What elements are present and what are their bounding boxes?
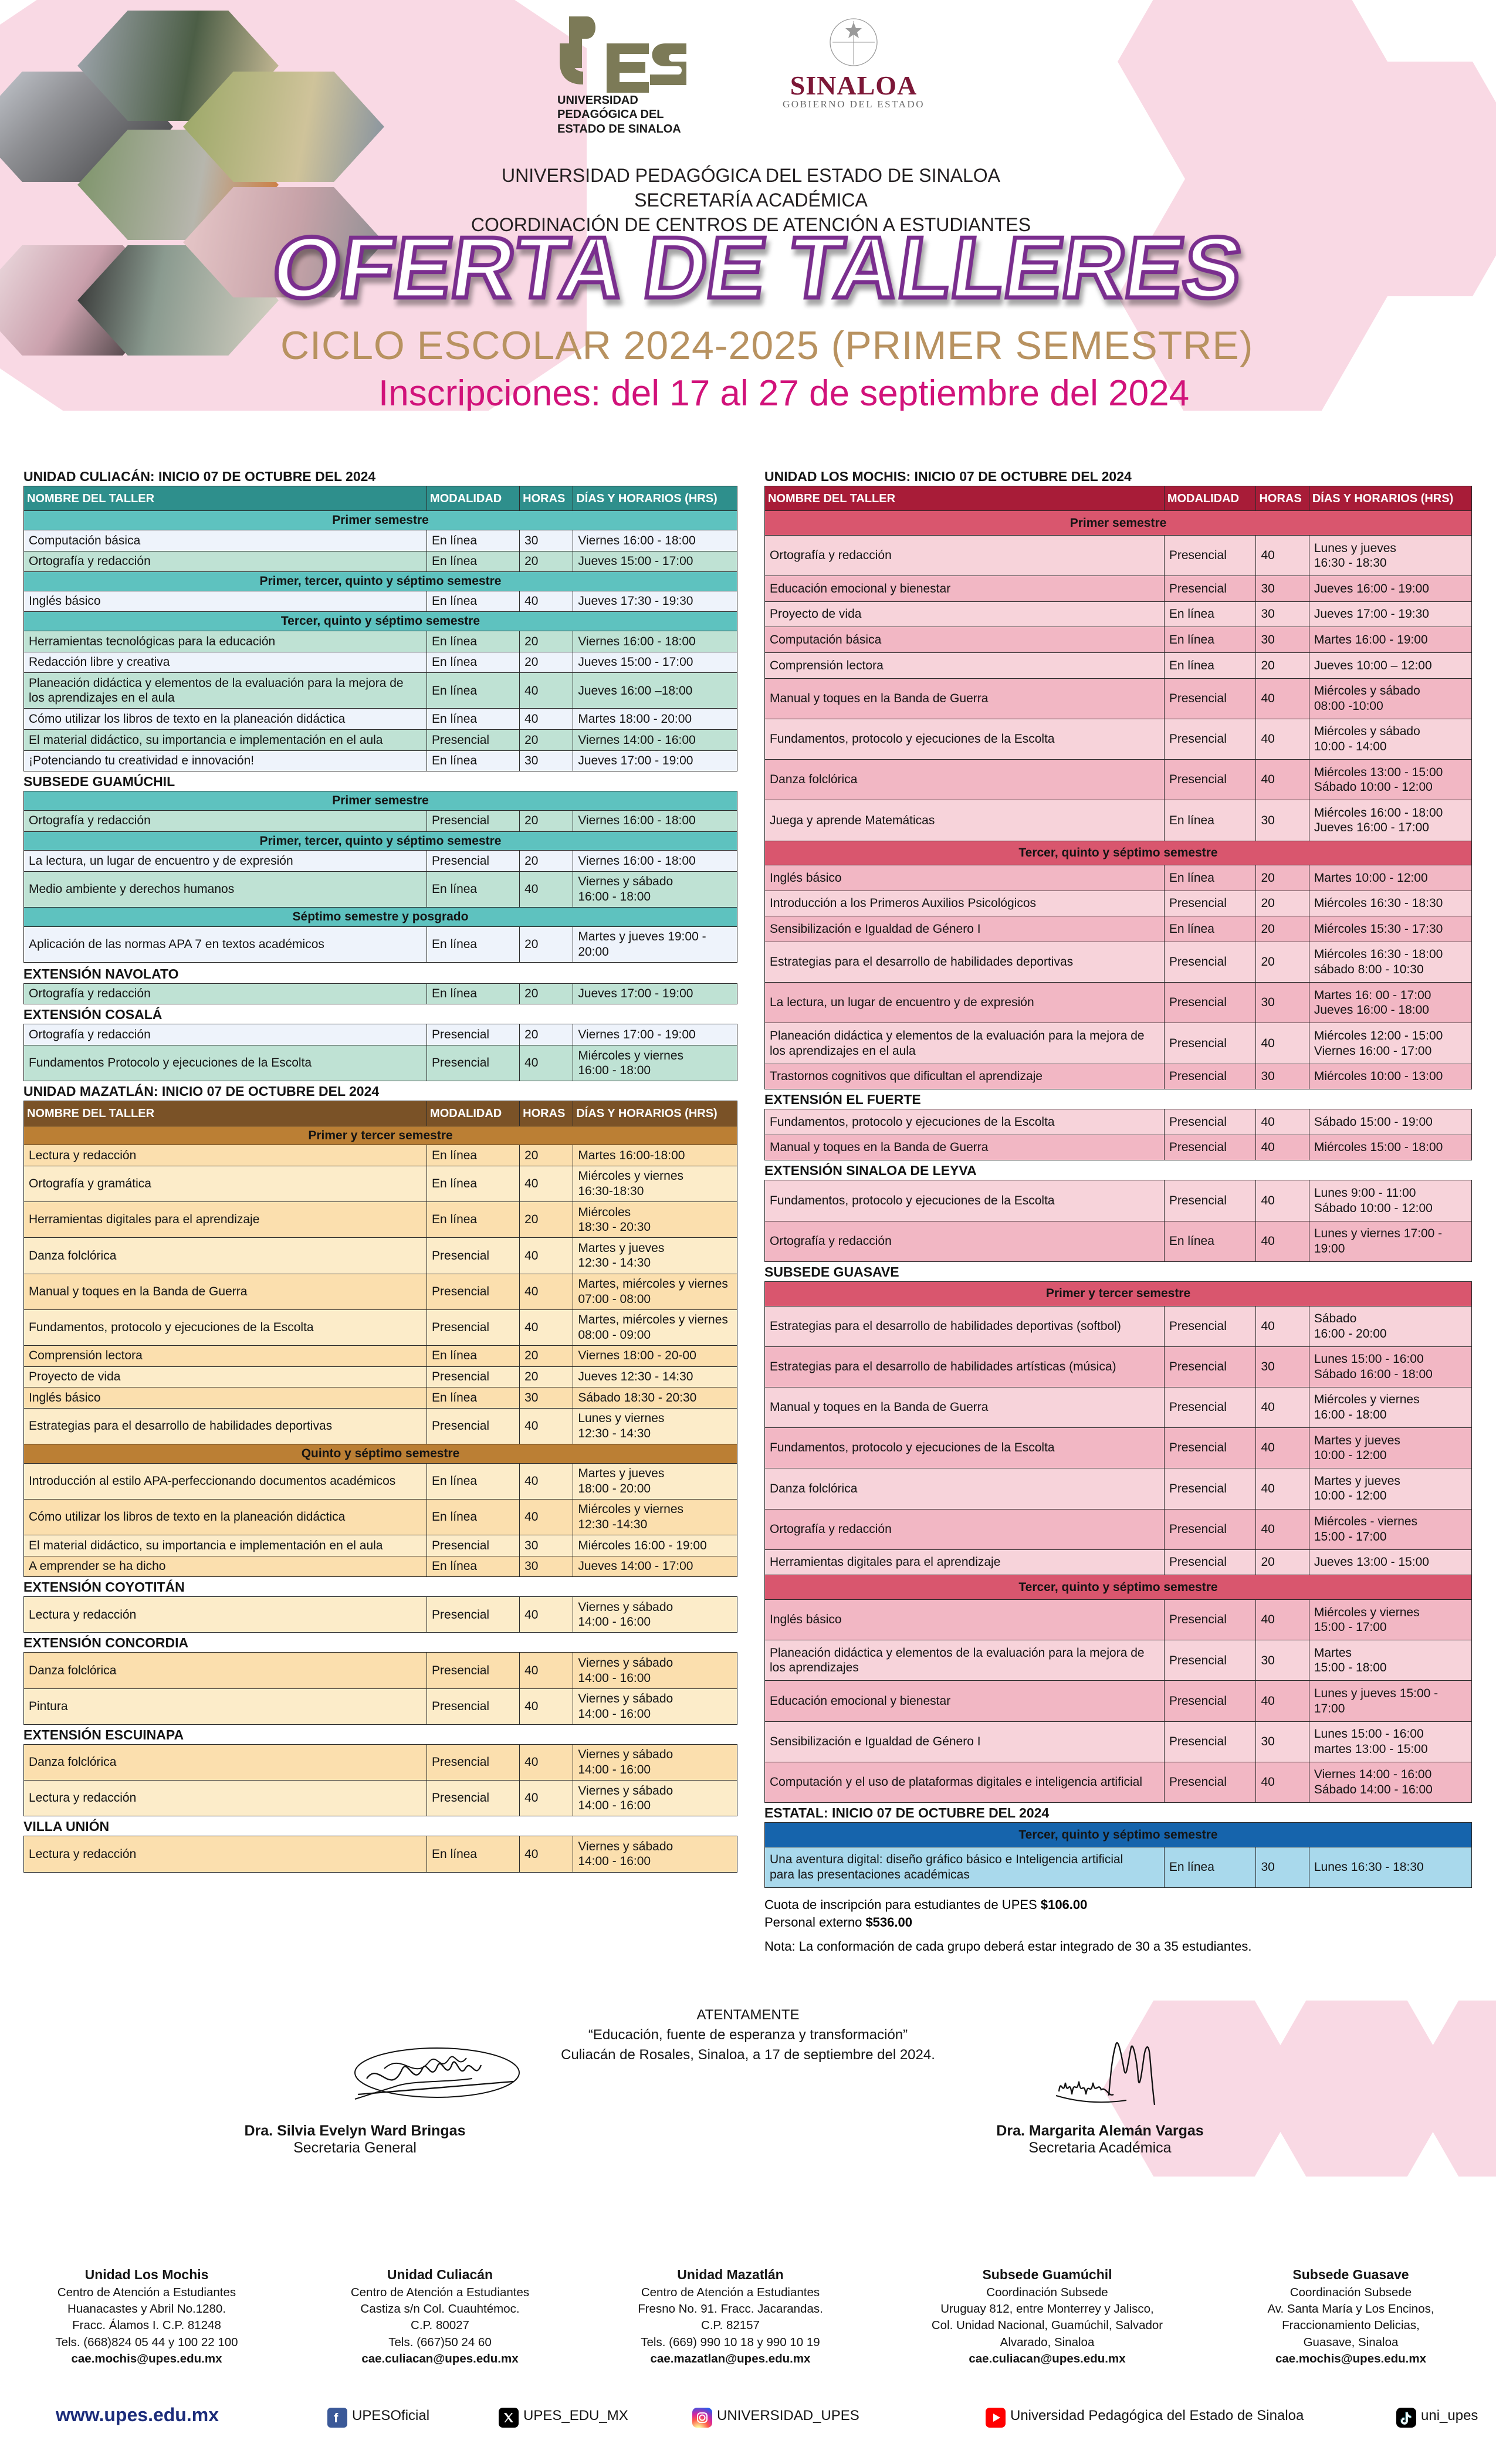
svg-text:f: f bbox=[334, 2411, 339, 2425]
